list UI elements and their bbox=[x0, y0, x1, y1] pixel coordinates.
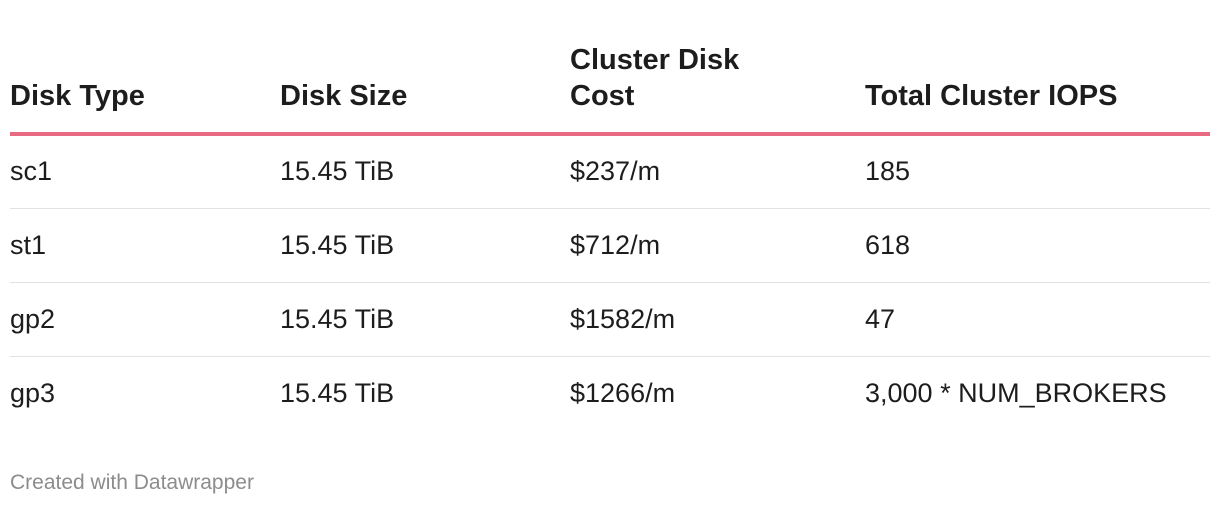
column-header-disk-type: Disk Type bbox=[10, 0, 280, 136]
table-cell: 15.45 TiB bbox=[280, 134, 570, 209]
table-header: Disk Type Disk Size Cluster Disk Cost To… bbox=[10, 0, 1210, 136]
column-header-total-cluster-iops: Total Cluster IOPS bbox=[865, 0, 1210, 136]
data-table-container: Disk Type Disk Size Cluster Disk Cost To… bbox=[10, 0, 1210, 430]
column-header-label: Disk Size bbox=[280, 80, 408, 112]
table-cell: 15.45 TiB bbox=[280, 208, 570, 283]
table-row: gp3 15.45 TiB $1266/m 3,000 * NUM_BROKER… bbox=[10, 356, 1210, 430]
column-header-label: Disk Type bbox=[10, 80, 145, 112]
table-cell: 618 bbox=[865, 208, 1210, 283]
table-cell: 47 bbox=[865, 282, 1210, 357]
table-row: gp2 15.45 TiB $1582/m 47 bbox=[10, 282, 1210, 357]
column-header-disk-size: Disk Size bbox=[280, 0, 570, 136]
column-header-label: Total Cluster IOPS bbox=[865, 80, 1118, 112]
data-table: Disk Type Disk Size Cluster Disk Cost To… bbox=[10, 0, 1210, 430]
table-cell: $237/m bbox=[570, 134, 865, 209]
table-cell: 185 bbox=[865, 134, 1210, 209]
table-body: sc1 15.45 TiB $237/m 185 st1 15.45 TiB $… bbox=[10, 134, 1210, 430]
column-header-cluster-disk-cost: Cluster Disk Cost bbox=[570, 0, 865, 136]
header-row: Disk Type Disk Size Cluster Disk Cost To… bbox=[10, 0, 1210, 136]
table-cell: st1 bbox=[10, 208, 280, 283]
table-row: st1 15.45 TiB $712/m 618 bbox=[10, 208, 1210, 283]
table-cell: gp2 bbox=[10, 282, 280, 357]
table-cell: gp3 bbox=[10, 377, 56, 408]
table-row: sc1 15.45 TiB $237/m 185 bbox=[10, 134, 1210, 209]
table-cell: $712/m bbox=[570, 208, 865, 283]
table-cell: 15.45 TiB bbox=[280, 282, 570, 357]
table-cell: 15.45 TiB bbox=[280, 377, 395, 408]
table-cell: 3,000 * NUM_BROKERS bbox=[865, 377, 1167, 408]
column-header-label: Cluster Disk Cost bbox=[570, 44, 740, 112]
datawrapper-credit: Created with Datawrapper bbox=[10, 471, 254, 494]
table-cell: sc1 bbox=[10, 134, 280, 209]
table-cell: $1582/m bbox=[570, 282, 865, 357]
table-cell: $1266/m bbox=[570, 377, 676, 408]
